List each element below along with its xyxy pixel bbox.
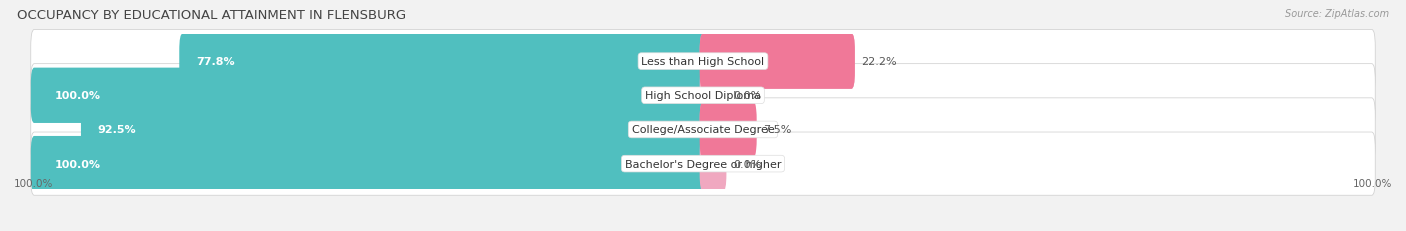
Text: 77.8%: 77.8% [195,57,235,67]
FancyBboxPatch shape [31,136,706,191]
FancyBboxPatch shape [700,102,756,158]
Text: 100.0%: 100.0% [1353,178,1392,188]
FancyBboxPatch shape [180,34,706,89]
FancyBboxPatch shape [82,102,706,158]
FancyBboxPatch shape [31,64,1375,127]
Text: 92.5%: 92.5% [97,125,136,135]
FancyBboxPatch shape [700,136,727,191]
FancyBboxPatch shape [700,34,855,89]
FancyBboxPatch shape [31,132,1375,195]
Text: 22.2%: 22.2% [862,57,897,67]
FancyBboxPatch shape [700,34,855,89]
Text: 0.0%: 0.0% [733,91,762,101]
FancyBboxPatch shape [31,68,706,123]
Text: OCCUPANCY BY EDUCATIONAL ATTAINMENT IN FLENSBURG: OCCUPANCY BY EDUCATIONAL ATTAINMENT IN F… [17,9,406,22]
Text: 0.0%: 0.0% [733,159,762,169]
Text: College/Associate Degree: College/Associate Degree [631,125,775,135]
FancyBboxPatch shape [31,30,1375,93]
Text: Source: ZipAtlas.com: Source: ZipAtlas.com [1285,9,1389,19]
Text: Bachelor's Degree or higher: Bachelor's Degree or higher [624,159,782,169]
FancyBboxPatch shape [700,102,756,158]
FancyBboxPatch shape [31,98,1375,161]
FancyBboxPatch shape [700,68,727,123]
Text: Less than High School: Less than High School [641,57,765,67]
Text: 7.5%: 7.5% [763,125,792,135]
Text: 100.0%: 100.0% [55,91,100,101]
Text: High School Diploma: High School Diploma [645,91,761,101]
Text: 100.0%: 100.0% [14,178,53,188]
Text: 100.0%: 100.0% [55,159,100,169]
